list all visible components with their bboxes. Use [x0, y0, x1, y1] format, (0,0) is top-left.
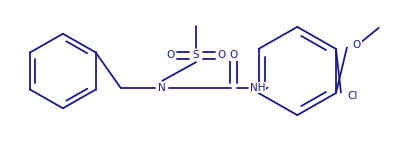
Text: S: S [193, 50, 199, 60]
Text: O: O [166, 50, 174, 60]
Text: O: O [230, 50, 238, 60]
Text: NH: NH [250, 83, 265, 93]
Text: O: O [218, 50, 226, 60]
Text: O: O [353, 39, 361, 50]
Text: N: N [158, 83, 166, 93]
Text: Cl: Cl [348, 90, 358, 101]
